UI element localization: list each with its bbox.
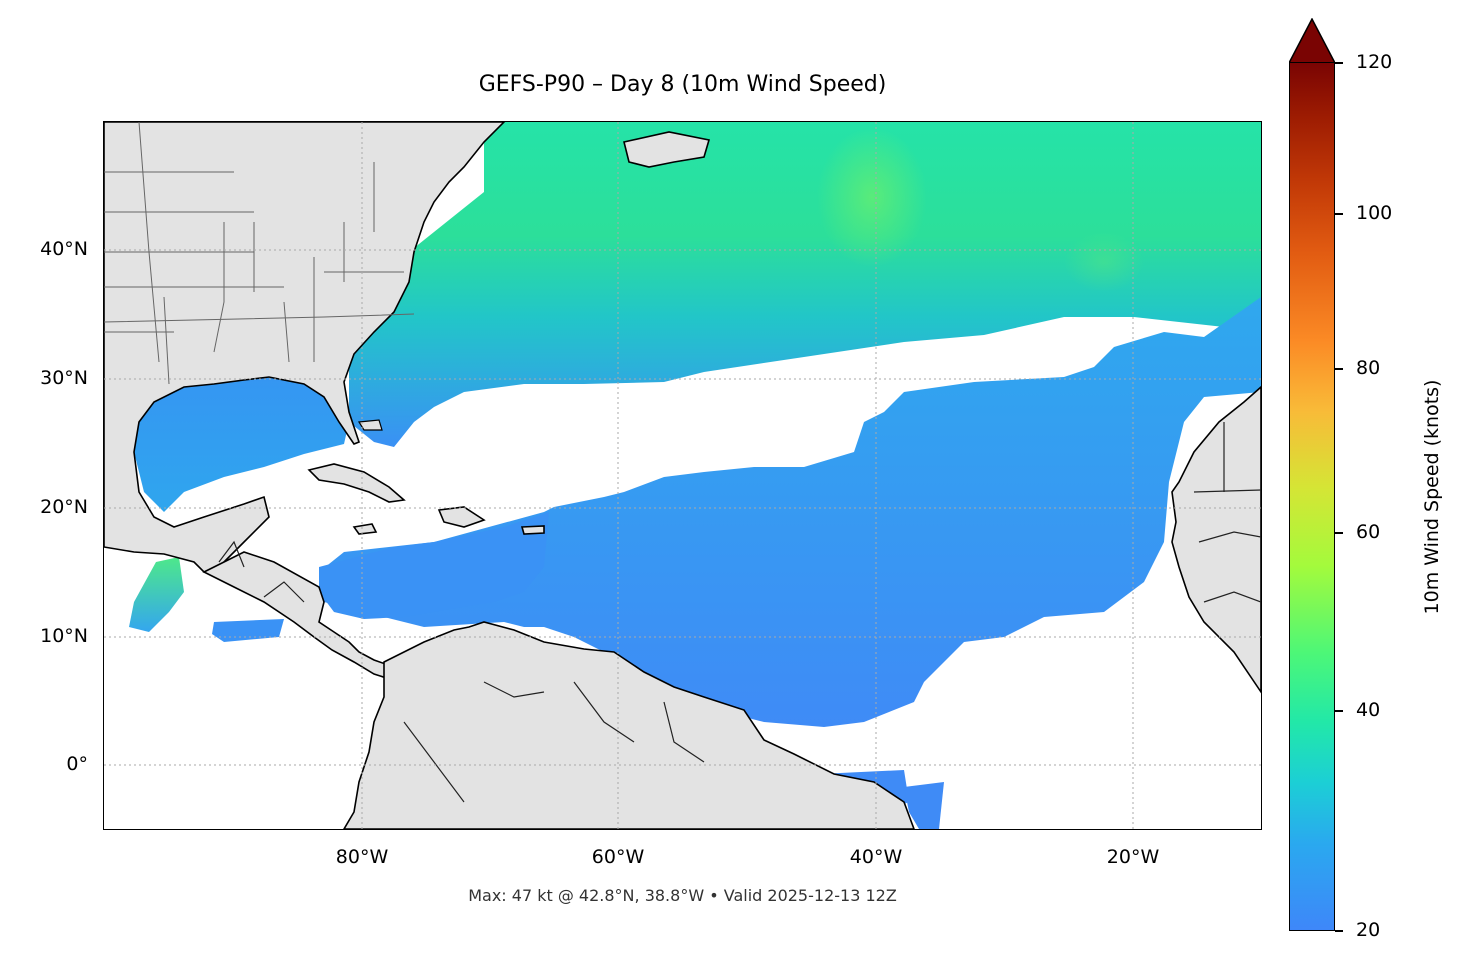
colorbar-tick-100 [1335,213,1343,215]
colorbar-label-80: 80 [1356,357,1381,379]
lat-tick-0: 0° [66,753,88,775]
colorbar-tick-80 [1335,368,1343,370]
chart-title: GEFS-P90 – Day 8 (10m Wind Speed) [478,72,887,97]
colorbar-tick-120 [1335,62,1343,64]
colorbar-tick-20 [1335,930,1343,932]
colorbar-title: 10m Wind Speed (knots) [1421,379,1443,615]
colorbar-label-20: 20 [1356,919,1381,941]
lon-tick-60w: 60°W [591,846,645,868]
colorbar [1289,62,1335,931]
colorbar-label-60: 60 [1356,521,1381,543]
lon-tick-20w: 20°W [1106,846,1160,868]
max-valid-annotation: Max: 47 kt @ 42.8°N, 38.8°W • Valid 2025… [468,886,897,905]
lat-tick-20n: 20°N [40,496,88,518]
lat-tick-40n: 40°N [40,238,88,260]
lat-tick-30n: 30°N [40,367,88,389]
colorbar-label-100: 100 [1356,202,1393,224]
colorbar-tick-40 [1335,710,1343,712]
lon-tick-80w: 80°W [335,846,389,868]
colorbar-extend-arrow [1289,18,1335,64]
colorbar-label-120: 120 [1356,51,1393,73]
lat-tick-10n: 10°N [40,625,88,647]
wind-speed-map [104,122,1261,829]
colorbar-label-40: 40 [1356,699,1381,721]
lon-tick-40w: 40°W [849,846,903,868]
colorbar-tick-60 [1335,532,1343,534]
map-plot-area [104,122,1261,829]
